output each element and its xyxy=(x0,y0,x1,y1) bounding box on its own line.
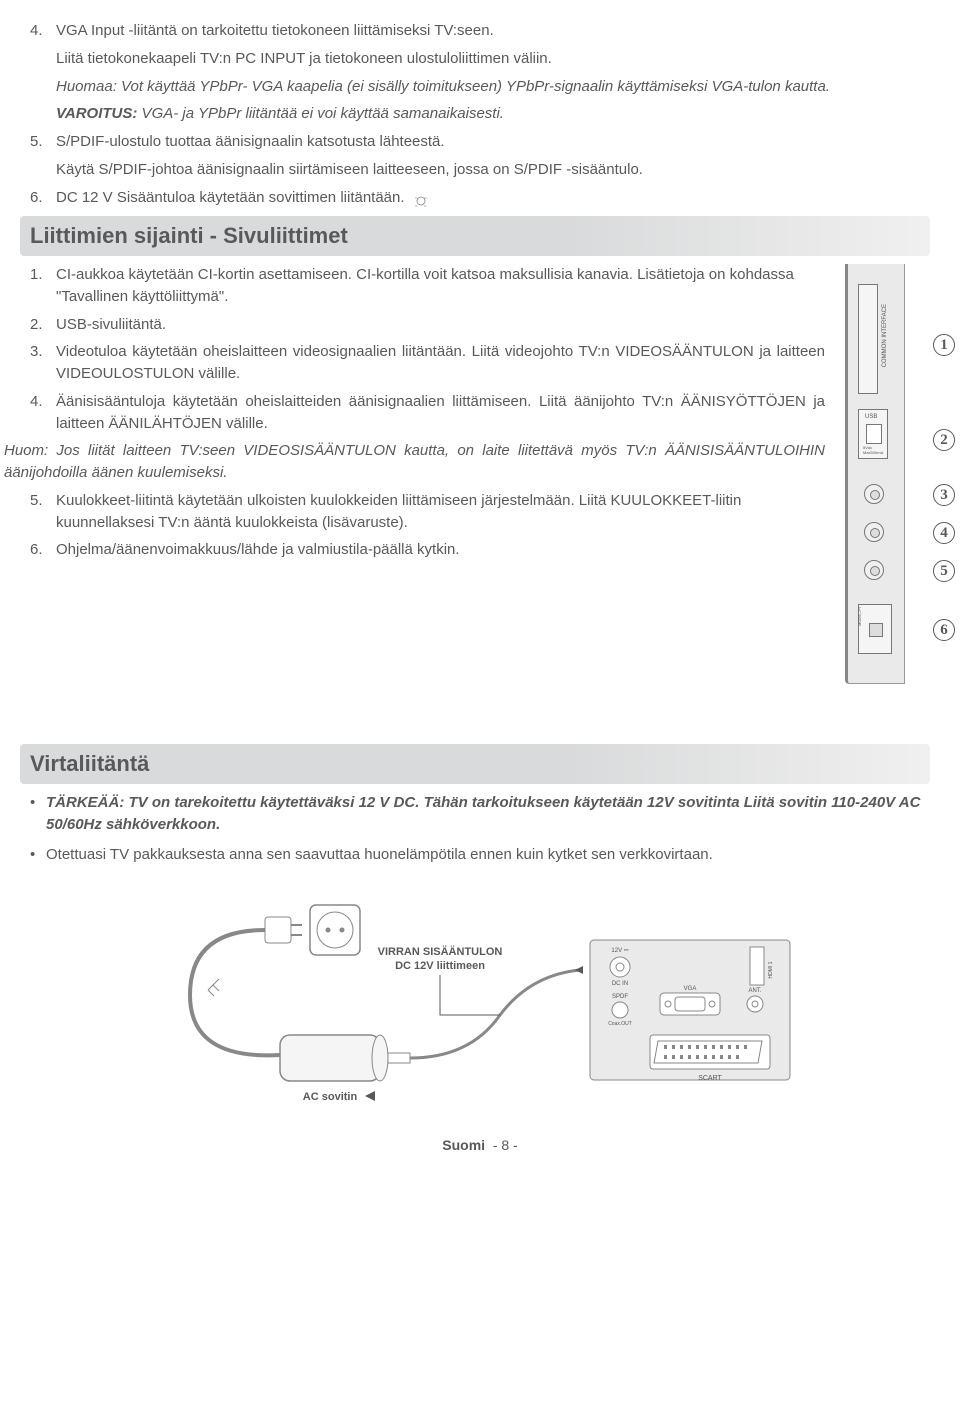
power-bullet-1: • TÄRKEÄÄ: TV on tarekoitettu käytettävä… xyxy=(30,792,930,836)
port-num-6: 6 xyxy=(933,619,955,641)
side-item-6: 6. Ohjelma/äänenvoimakkuus/lähde ja valm… xyxy=(30,539,825,561)
side-note: Huom: Jos liität laitteen TV:seen VIDEOS… xyxy=(30,440,825,484)
side-item-1: 1. CI-aukkoa käytetään CI-kortin asettam… xyxy=(30,264,825,308)
side-item-5: 5. Kuulokkeet-liitintä käytetään ulkoist… xyxy=(30,490,825,534)
diagram-label-2: DC 12V liittimeen xyxy=(395,960,485,972)
svg-text:V-: V- xyxy=(424,204,427,207)
side-item-2: 2. USB-sivuliitäntä. xyxy=(30,314,825,336)
page-footer: Suomi - 8 - xyxy=(30,1135,930,1155)
item5-line2: Käytä S/PDIF-johtoa äänisignaalin siirtä… xyxy=(56,159,930,181)
section-header-power: Virtaliitäntä xyxy=(20,744,930,784)
svg-text:VGA: VGA xyxy=(684,986,697,992)
diagram-label-3: AC sovitin xyxy=(303,1091,358,1103)
svg-text:SCART: SCART xyxy=(698,1075,722,1082)
svg-text:V+: V+ xyxy=(424,196,428,200)
item4-line3: Huomaa: Vot käyttää YPbPr- VGA kaapelia … xyxy=(56,76,930,98)
side-item-4: 4. Äänisisääntuloja käytetään oheislaitt… xyxy=(30,391,825,435)
port-num-4: 4 xyxy=(933,522,955,544)
svg-text:SPDF: SPDF xyxy=(612,994,628,1000)
side-item-3: 3. Videotuloa käytetään oheislaitteen vi… xyxy=(30,341,825,385)
top-item-4: 4. VGA Input -liitäntä on tarkoitettu ti… xyxy=(30,20,930,125)
svg-text:HDMI 1: HDMI 1 xyxy=(768,962,774,979)
port-num-3: 3 xyxy=(933,484,955,506)
svg-text:DC IN: DC IN xyxy=(612,981,628,987)
diagram-label-1: VIRRAN SISÄÄNTULON xyxy=(378,945,503,958)
top-item-6: 6. DC 12 V Sisääntuloa käytetään sovitti… xyxy=(30,187,930,209)
item4-line2: Liitä tietokonekaapeli TV:n PC INPUT ja … xyxy=(56,48,930,70)
item5-line1: S/PDIF-ulostulo tuottaa äänisignaalin ka… xyxy=(56,131,930,153)
num-label: 4. xyxy=(30,20,56,42)
power-diagram: VIRRAN SISÄÄNTULON DC 12V liittimeen AC … xyxy=(30,885,930,1105)
svg-text:V-: V- xyxy=(415,204,418,207)
top-item-5: 5. S/PDIF-ulostulo tuottaa äänisignaalin… xyxy=(30,131,930,181)
item4-line1: VGA Input -liitäntä on tarkoitettu tieto… xyxy=(56,20,930,42)
port-num-1: 1 xyxy=(933,334,955,356)
svg-text:Coax.OUT: Coax.OUT xyxy=(608,1021,632,1027)
section-header-connectors: Liittimien sijainti - Sivuliittimet xyxy=(20,216,930,256)
svg-text:V+: V+ xyxy=(415,196,419,200)
item4-line4: VAROITUS: VGA- ja YPbPr liitäntää ei voi… xyxy=(56,103,930,125)
svg-text:ANT.: ANT. xyxy=(748,988,761,994)
port-num-2: 2 xyxy=(933,429,955,451)
side-panel-diagram: COMMON INTERFACE USB5VdcMax500mA MODE,-/… xyxy=(840,264,930,684)
num-label: 6. xyxy=(30,187,56,209)
num-label: 5. xyxy=(30,131,56,153)
svg-text:12V ⎓: 12V ⎓ xyxy=(611,948,628,954)
item6-text: DC 12 V Sisääntuloa käytetään sovittimen… xyxy=(56,187,930,209)
port-num-5: 5 xyxy=(933,560,955,582)
dc-icon: V+ V+ V- V- xyxy=(411,192,431,204)
power-bullet-2: • Otettuasi TV pakkauksesta anna sen saa… xyxy=(30,844,930,866)
